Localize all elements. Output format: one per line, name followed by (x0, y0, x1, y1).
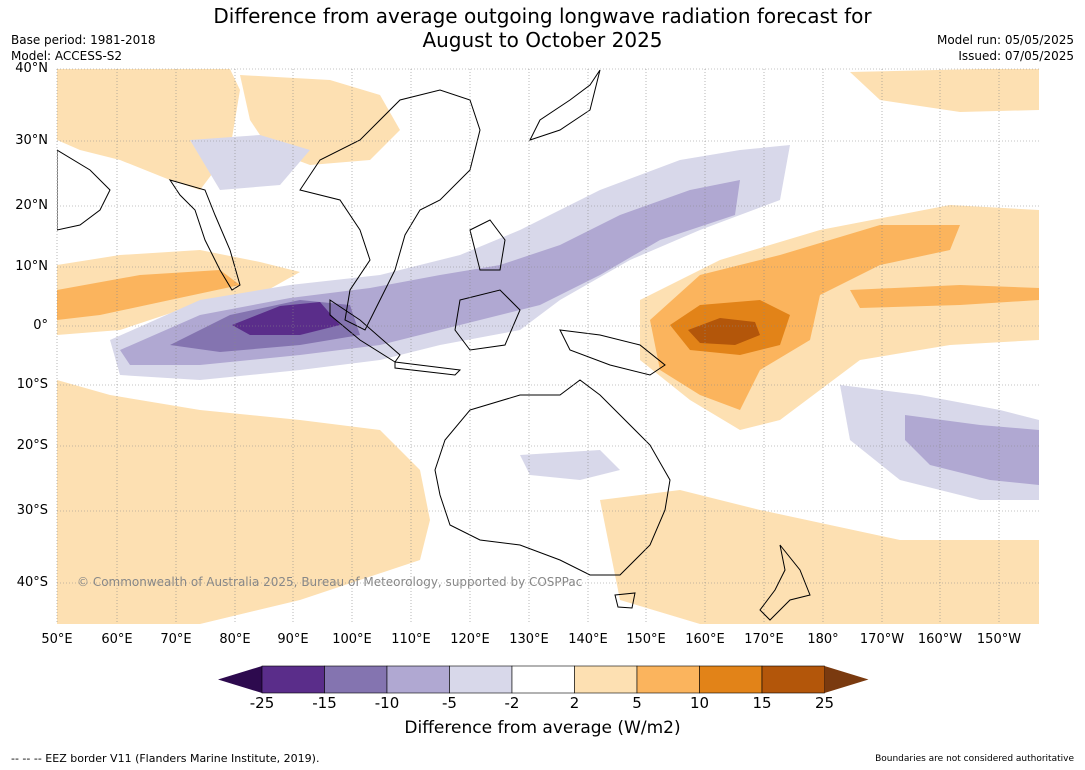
colorbar-label: 10 (689, 694, 710, 712)
colorbar-swatch (574, 665, 638, 694)
coast-southeast-asia (299, 89, 481, 331)
colorbar-swatch (386, 665, 450, 694)
meta-left: Base period: 1981-2018 Model: ACCESS-S2 (11, 32, 156, 64)
anomaly-region-south-pacific-cooler (905, 415, 1039, 485)
anomaly-region-indian-warm (57, 270, 240, 320)
lat-label-10n: 10°N (15, 259, 48, 274)
coast-arabia (57, 149, 111, 231)
colorbar-label: 25 (814, 694, 835, 712)
colorbar (218, 665, 869, 694)
anomaly-region-indian-coldest (232, 302, 340, 335)
lon-label-160e: 160°E (685, 632, 725, 647)
lon-label-90e: 90°E (277, 632, 309, 647)
lon-label-170e: 170°E (744, 632, 784, 647)
lon-label-110e: 110°E (391, 632, 431, 647)
colorbar-label: -5 (442, 694, 457, 712)
lon-label-130e: 130°E (509, 632, 549, 647)
coast-japan (529, 69, 601, 141)
lon-label-150w: 150°W (976, 632, 1022, 647)
colorbar-swatch (761, 665, 825, 694)
meta-right: Model run: 05/05/2025 Issued: 07/05/2025 (937, 32, 1074, 64)
colorbar-label: 2 (569, 694, 580, 712)
lat-label-40n: 40°N (15, 61, 48, 76)
colorbar-swatch (699, 665, 763, 694)
lon-label-70e: 70°E (160, 632, 192, 647)
lon-label-60e: 60°E (101, 632, 133, 647)
colorbar-swatch (324, 665, 388, 694)
anomaly-field (57, 69, 1039, 624)
colorbar-arrow-max (824, 666, 869, 693)
lon-label-80e: 80°E (219, 632, 251, 647)
title-line-1: Difference from average outgoing longwav… (213, 4, 872, 28)
colorbar-swatch (511, 665, 575, 694)
coast-india (168, 179, 241, 291)
coast-new-zealand (759, 544, 811, 621)
coast-philippines (469, 219, 506, 271)
anomaly-region-pacific-hottest (688, 318, 760, 345)
colorbar-arrow-min (218, 666, 262, 693)
colorbar-label: -2 (504, 694, 520, 712)
anomaly-region-australia-cool (520, 450, 620, 480)
colorbar-label: -10 (374, 694, 400, 712)
anomaly-region-pacific-warm (650, 225, 960, 410)
colorbar-label: 5 (632, 694, 642, 712)
anomaly-region-india-cool (190, 135, 310, 190)
lon-label-180: 180° (807, 632, 839, 647)
colorbar-label: -25 (249, 694, 275, 712)
lat-label-30n: 30°N (15, 133, 48, 148)
colorbar-label: 15 (752, 694, 772, 712)
lon-label-100e: 100°E (332, 632, 372, 647)
anomaly-region-pacific-east-warm (850, 285, 1039, 308)
gridlines (56, 68, 1039, 624)
lon-label-50e: 50°E (41, 632, 73, 647)
anomaly-region-south-indian-ocean (57, 380, 430, 624)
lat-label-0: 0° (33, 318, 48, 333)
lat-label-20n: 20°N (15, 198, 48, 213)
colorbar-swatch (449, 665, 513, 694)
lat-label-40s: 40°S (16, 575, 48, 590)
colorbar-title: Difference from average (W/m2) (404, 718, 681, 738)
lat-label-20s: 20°S (16, 438, 48, 453)
lon-label-170w: 170°W (859, 632, 905, 647)
coast-java (394, 361, 462, 376)
coast-tasmania (614, 592, 636, 609)
colorbar-label: -15 (312, 694, 337, 712)
lon-label-120e: 120°E (450, 632, 490, 647)
colorbar-swatch (261, 665, 325, 694)
base-period: Base period: 1981-2018 (11, 33, 156, 47)
anomaly-region-pacific-north (850, 69, 1039, 112)
coast-borneo (454, 289, 521, 351)
lat-label-10s: 10°S (16, 377, 48, 392)
anomaly-region-south-pacific (600, 490, 1039, 624)
anomaly-region-central-asia (57, 69, 240, 190)
lat-label-30s: 30°S (16, 503, 48, 518)
issued-date: Issued: 07/05/2025 (958, 49, 1074, 63)
map-title: Difference from average outgoing longwav… (0, 4, 1085, 52)
model-name: Model: ACCESS-S2 (11, 49, 123, 63)
boundary-disclaimer: Boundaries are not considered authoritat… (875, 754, 1074, 764)
eez-footnote: -- -- -- EEZ border V11 (Flanders Marine… (11, 752, 320, 765)
colorbar-swatch (636, 665, 700, 694)
lon-label-150e: 150°E (626, 632, 666, 647)
coastlines (57, 69, 811, 621)
lon-label-140e: 140°E (568, 632, 608, 647)
coast-australia (434, 379, 671, 576)
lon-label-160w: 160°W (917, 632, 963, 647)
coast-new-guinea (559, 329, 666, 376)
title-line-2: August to October 2025 (422, 28, 663, 52)
copyright-notice: © Commonwealth of Australia 2025, Bureau… (77, 575, 582, 589)
model-run: Model run: 05/05/2025 (936, 33, 1074, 47)
